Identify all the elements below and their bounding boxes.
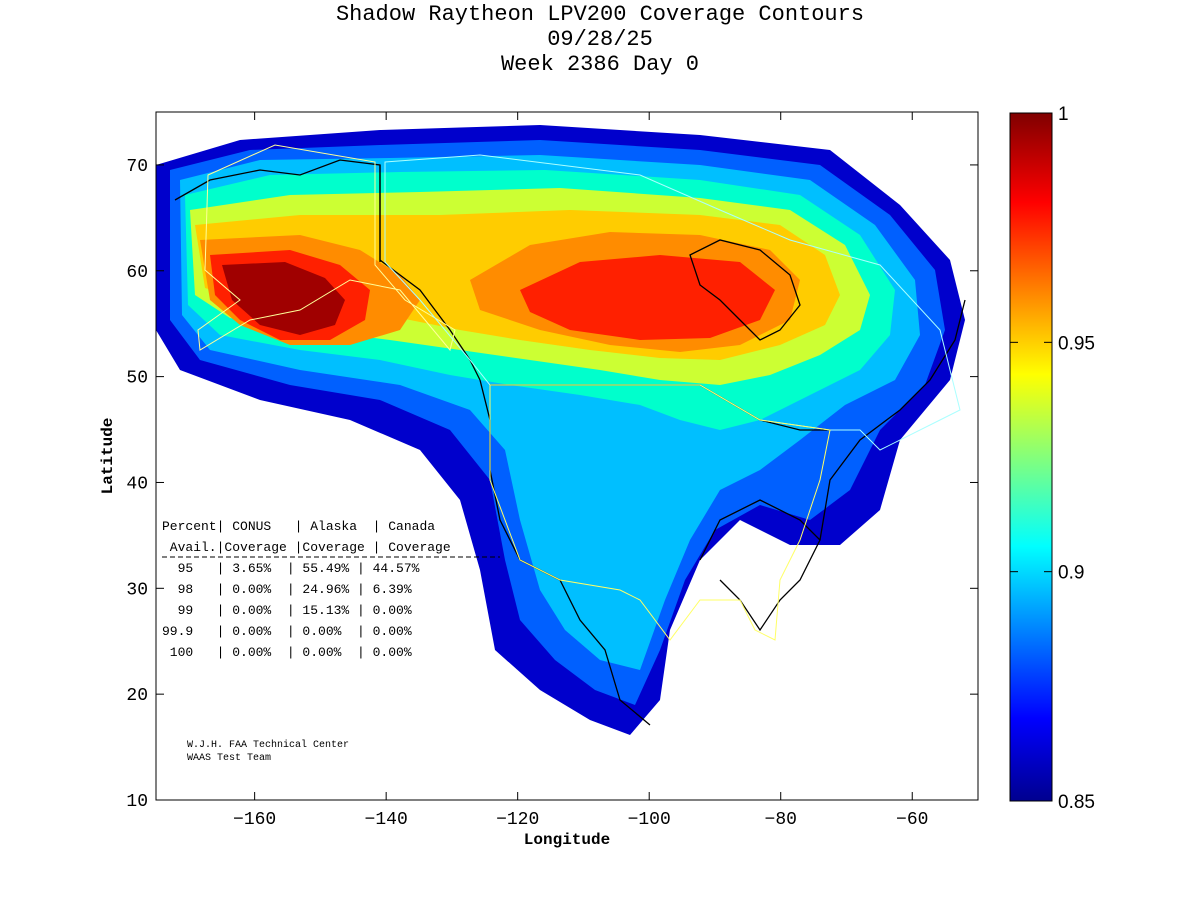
contour-band-099b	[520, 255, 775, 340]
chart-week: Week 2386 Day 0	[500, 52, 700, 77]
chart-title: Shadow Raytheon LPV200 Coverage Contours	[335, 2, 865, 27]
y-tick-label: 30	[126, 580, 148, 600]
colorbar	[1009, 112, 1053, 802]
y-axis-label: Latitude	[99, 418, 117, 495]
x-tick-label: −160	[233, 810, 276, 830]
service-boundaries	[197, 144, 961, 641]
x-tick-label: −80	[765, 810, 797, 830]
coastline-gulf	[699, 499, 821, 632]
chart-date: 09/28/25	[547, 27, 653, 52]
x-tick-label: −60	[896, 810, 928, 830]
credit-line-2: WAAS Test Team	[187, 753, 271, 764]
coverage-contours	[156, 125, 965, 735]
colorbar-tick-label: 1	[1058, 104, 1069, 125]
y-tick-label: 70	[126, 157, 148, 177]
coverage-table: Percent| CONUS | Alaska | Canada Avail.|…	[162, 519, 500, 660]
boundary-conus	[489, 384, 831, 641]
x-axis-ticks: −160 −140 −120 −100 −80 −60	[233, 112, 928, 830]
contour-band-100	[222, 262, 345, 335]
y-tick-label: 20	[126, 686, 148, 706]
colorbar-tick-label: 0.9	[1058, 563, 1084, 584]
table-row: 100 | 0.00% | 0.00% | 0.00%	[162, 645, 412, 660]
colorbar-tick-label: 0.95	[1058, 333, 1095, 354]
y-tick-label: 40	[126, 474, 148, 494]
plot-frame	[155, 111, 979, 801]
y-tick-label: 50	[126, 369, 148, 389]
colorbar-ticks: 0.85 0.9 0.95 1	[1010, 104, 1095, 813]
table-row: 99 | 0.00% | 15.13% | 0.00%	[162, 603, 412, 618]
x-tick-label: −100	[628, 810, 671, 830]
x-axis-label: Longitude	[524, 831, 610, 849]
coastline-east	[819, 299, 966, 541]
table-row: 95 | 3.65% | 55.49% | 44.57%	[162, 561, 420, 576]
table-row: 98 | 0.00% | 24.96% | 6.39%	[162, 582, 412, 597]
hudson-bay	[689, 239, 801, 341]
y-axis-ticks: 10 20 30 40 50 60 70	[126, 157, 978, 812]
x-tick-label: −140	[365, 810, 408, 830]
y-tick-label: 10	[126, 792, 148, 812]
y-tick-label: 60	[126, 263, 148, 283]
table-header-2: Avail.|Coverage |Coverage | Coverage	[162, 540, 451, 555]
table-header-1: Percent| CONUS | Alaska | Canada	[162, 519, 435, 534]
table-row: 99.9 | 0.00% | 0.00% | 0.00%	[162, 624, 412, 639]
boundary-canada	[384, 154, 961, 451]
boundary-alaska	[197, 144, 456, 352]
colorbar-tick-label: 0.85	[1058, 792, 1095, 813]
credit-line-1: W.J.H. FAA Technical Center	[187, 739, 349, 751]
x-tick-label: −120	[496, 810, 539, 830]
